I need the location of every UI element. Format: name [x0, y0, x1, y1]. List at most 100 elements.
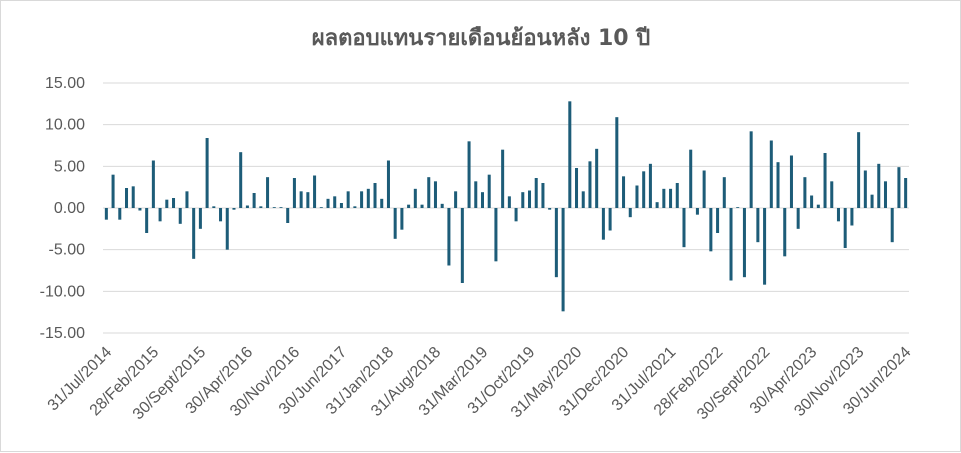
bar — [198, 208, 202, 229]
bar — [581, 191, 585, 208]
bar — [635, 185, 639, 208]
bar — [172, 198, 176, 208]
bar — [339, 203, 343, 208]
bar — [178, 208, 182, 224]
bar — [366, 188, 370, 208]
bar — [789, 155, 793, 208]
bar — [756, 208, 760, 243]
bar — [373, 183, 377, 208]
bar — [407, 204, 411, 208]
bar — [138, 208, 142, 211]
bar — [521, 192, 525, 208]
bar — [353, 206, 357, 208]
bar — [393, 208, 397, 239]
bar — [615, 117, 619, 208]
bar — [554, 208, 558, 278]
bar — [823, 153, 827, 208]
bar — [299, 191, 303, 208]
bar — [225, 208, 229, 250]
bar — [588, 161, 592, 208]
bar — [716, 208, 720, 233]
bar — [501, 149, 505, 208]
bar — [125, 188, 129, 208]
bar — [158, 208, 162, 222]
bar — [561, 208, 565, 312]
bar — [622, 176, 626, 208]
bar — [803, 177, 807, 208]
bar — [145, 208, 149, 233]
bar — [165, 199, 169, 208]
bar — [857, 132, 861, 208]
bar — [709, 208, 713, 252]
y-tick-label: 5.00 — [54, 158, 85, 175]
bar — [219, 208, 223, 222]
bar — [266, 177, 270, 208]
bar — [306, 192, 310, 208]
bar — [769, 140, 773, 208]
bar — [360, 191, 364, 208]
bar — [742, 208, 746, 278]
y-tick-label: 0.00 — [54, 200, 85, 217]
bar — [541, 183, 545, 208]
bar — [682, 208, 686, 248]
bar — [763, 208, 767, 285]
bar — [259, 206, 263, 208]
bar — [400, 208, 404, 230]
bar — [897, 167, 901, 208]
bar — [104, 208, 108, 220]
y-axis-tick-labels: 15.00 10.00 5.00 0.00 -5.00 -10.00 -15.00 — [40, 75, 85, 342]
bar — [850, 208, 854, 226]
bar — [830, 181, 834, 208]
bar — [729, 208, 733, 281]
bar — [695, 208, 699, 215]
bar — [386, 160, 390, 208]
bar — [608, 208, 612, 231]
bar — [655, 202, 659, 208]
bar — [313, 175, 317, 208]
y-tick-label: 10.00 — [45, 117, 85, 134]
bar — [420, 204, 424, 208]
bar — [433, 181, 437, 208]
bar — [245, 205, 249, 208]
bar — [212, 206, 216, 208]
bar — [749, 131, 753, 208]
bar — [628, 208, 632, 218]
bar — [836, 208, 840, 222]
bar — [507, 196, 511, 208]
bar — [494, 208, 498, 262]
bar — [454, 191, 458, 208]
bar — [232, 208, 236, 210]
bar — [883, 181, 887, 208]
bar — [447, 208, 451, 266]
bar — [319, 207, 323, 208]
bar — [292, 178, 296, 208]
bar — [722, 177, 726, 208]
chart-title: ผลตอบแทนรายเดือนย้อนหลัง 10 ปี — [312, 26, 650, 51]
bar — [669, 188, 673, 208]
y-tick-label: -10.00 — [40, 283, 85, 300]
bar — [736, 207, 740, 208]
bar — [890, 208, 894, 243]
bar — [192, 208, 196, 259]
bar — [427, 177, 431, 208]
bar — [863, 170, 867, 208]
bar — [843, 208, 847, 248]
bar — [702, 170, 706, 208]
y-tick-label: -5.00 — [49, 242, 86, 259]
bar — [528, 190, 532, 208]
bar — [111, 174, 115, 208]
y-tick-label: -15.00 — [40, 325, 85, 342]
bar — [810, 195, 814, 208]
bar — [279, 207, 283, 208]
bar — [460, 208, 464, 283]
bar — [648, 163, 652, 208]
bar — [689, 149, 693, 208]
bar — [575, 168, 579, 208]
bar — [568, 101, 572, 208]
bar — [534, 178, 538, 208]
bar — [601, 208, 605, 240]
bar — [662, 188, 666, 208]
bar — [380, 198, 384, 208]
bar — [467, 141, 471, 208]
